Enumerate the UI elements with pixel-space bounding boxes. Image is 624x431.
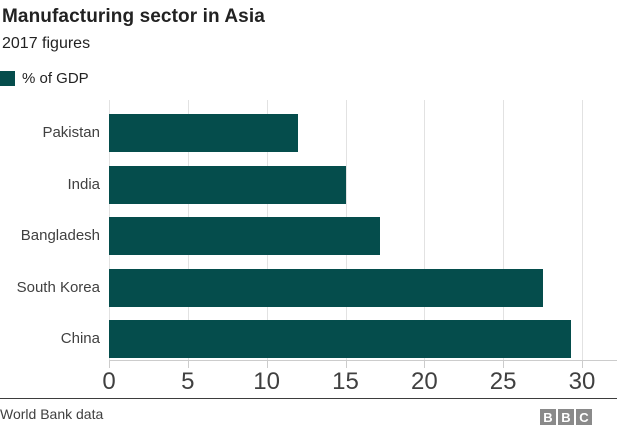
bar-india <box>109 165 346 204</box>
bbc-logo-block: C <box>576 409 592 425</box>
chart-title: Manufacturing sector in Asia <box>2 6 265 27</box>
x-axis-tick-20 <box>424 361 426 368</box>
x-tick-label-15: 15 <box>332 368 359 395</box>
gridline-30 <box>582 100 583 360</box>
x-axis-line <box>109 360 617 361</box>
x-axis-tick-15 <box>345 361 347 368</box>
source-attribution: World Bank data <box>0 406 104 422</box>
x-axis-tick-0 <box>109 361 110 368</box>
gridline-20 <box>424 100 426 360</box>
bar-pakistan <box>109 114 299 152</box>
x-tick-label-25: 25 <box>489 368 517 395</box>
x-tick-label-10: 10 <box>253 368 281 395</box>
bbc-logo-block: B <box>540 409 556 425</box>
x-axis-tick-10 <box>266 361 268 368</box>
chart-subtitle: 2017 figures <box>2 35 91 52</box>
x-tick-label-20: 20 <box>410 368 438 395</box>
bbc-logo-block: B <box>558 409 574 425</box>
category-label-pakistan: Pakistan <box>42 124 100 141</box>
x-tick-label-5: 5 <box>181 368 195 395</box>
bbc-logo: B B C <box>540 409 592 425</box>
category-label-india: India <box>67 175 100 193</box>
x-tick-label-0: 0 <box>102 368 116 395</box>
legend-label: % of GDP <box>22 70 89 87</box>
bar-south-korea <box>109 268 543 307</box>
category-label-china: China <box>60 330 100 347</box>
x-axis-tick-5 <box>187 361 189 368</box>
bar-china <box>109 320 571 358</box>
legend-swatch-icon <box>0 71 15 86</box>
gridline-25 <box>503 100 505 360</box>
legend: % of GDP <box>0 70 89 87</box>
x-axis-tick-25 <box>503 361 505 368</box>
category-label-bangladesh: Bangladesh <box>20 227 100 244</box>
category-label-south-korea: South Korea <box>16 278 100 296</box>
bar-bangladesh <box>109 217 381 255</box>
x-tick-label-30: 30 <box>568 368 596 395</box>
footer-divider <box>0 398 617 399</box>
x-axis-tick-30 <box>582 361 583 368</box>
